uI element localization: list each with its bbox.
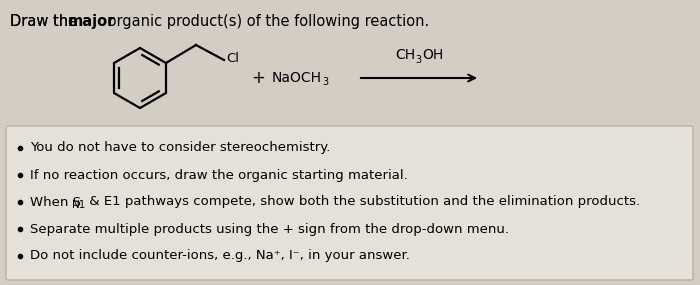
Text: When S: When S [30, 196, 81, 209]
Text: Separate multiple products using the + sign from the drop-down menu.: Separate multiple products using the + s… [30, 223, 509, 235]
FancyBboxPatch shape [6, 126, 693, 280]
Text: Do not include counter-ions, e.g., Na⁺, I⁻, in your answer.: Do not include counter-ions, e.g., Na⁺, … [30, 249, 410, 262]
Text: N: N [72, 200, 80, 210]
Text: OH: OH [422, 48, 443, 62]
Text: & E1 pathways compete, show both the substitution and the elimination products.: & E1 pathways compete, show both the sub… [85, 196, 640, 209]
Text: Draw the ​: Draw the ​ [10, 14, 82, 29]
Text: +: + [251, 69, 265, 87]
Text: You do not have to consider stereochemistry.: You do not have to consider stereochemis… [30, 141, 330, 154]
Text: NaOCH: NaOCH [272, 71, 322, 85]
Text: Draw the: Draw the [10, 14, 82, 29]
Text: Cl: Cl [226, 52, 239, 64]
Text: major: major [68, 14, 116, 29]
Text: 1: 1 [79, 200, 85, 210]
Text: 3: 3 [415, 55, 421, 65]
Text: organic product(s) of the following reaction.: organic product(s) of the following reac… [103, 14, 429, 29]
Text: 3: 3 [322, 77, 328, 87]
Text: CH: CH [395, 48, 415, 62]
Text: Draw the: Draw the [10, 14, 82, 29]
Text: If no reaction occurs, draw the organic starting material.: If no reaction occurs, draw the organic … [30, 168, 407, 182]
